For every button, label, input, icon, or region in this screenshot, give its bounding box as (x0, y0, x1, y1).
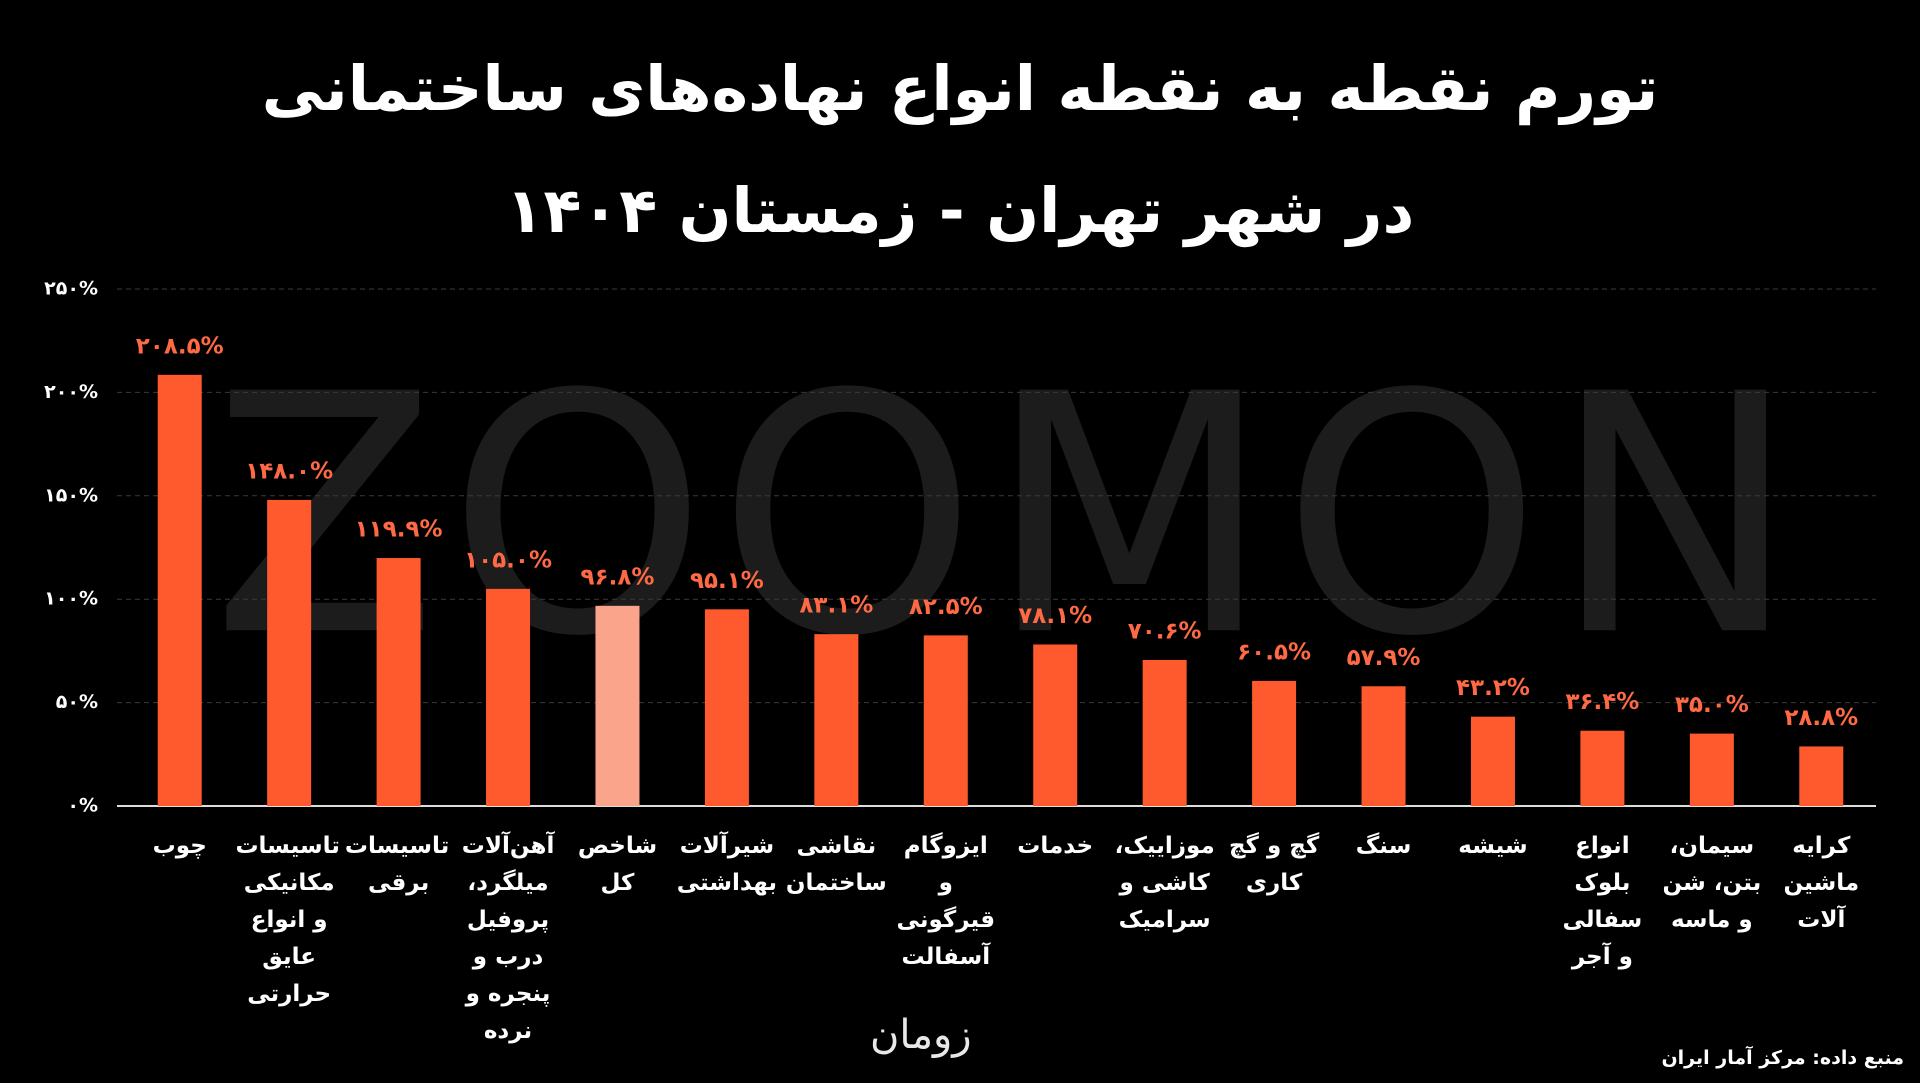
bar (486, 588, 531, 806)
x-tick-label: خدمات (1017, 833, 1094, 859)
x-tick-label: تاسیسات برقی (344, 833, 450, 896)
source-note: منبع داده: مرکز آمار ایران (1661, 1047, 1904, 1069)
bar (1361, 686, 1406, 806)
bar (1580, 730, 1625, 806)
value-label: ۲۸.۸% (1784, 705, 1858, 731)
value-label: ۴۳.۲% (1456, 675, 1530, 701)
value-label: ۵۷.۹% (1347, 645, 1421, 671)
bar (923, 635, 968, 806)
value-label: ۱۰۵.۰% (464, 547, 552, 573)
bar (1033, 644, 1078, 806)
value-label: ۱۱۹.۹% (355, 517, 443, 543)
y-tick-label: ۱۰۰% (44, 588, 98, 610)
bar (1142, 659, 1187, 806)
bar (704, 609, 749, 806)
x-tick-label: شیشه (1458, 833, 1528, 859)
bar (376, 558, 421, 806)
x-tick-label: سنگ (1355, 833, 1412, 859)
y-tick-label: ۲۵۰% (44, 278, 98, 300)
x-tick-label: موزاییک، کاشی و سرامیک (1114, 833, 1215, 933)
value-label: ۷۰.۶% (1128, 618, 1202, 644)
value-label: ۶۰.۵% (1237, 639, 1311, 665)
bar (1470, 716, 1515, 806)
x-tick-label: کرایه ماشین آلات (1783, 833, 1860, 933)
x-tick-label: آهن‌آلات میلگرد، پروفیل درب و پنجره و نر… (461, 833, 555, 1044)
x-tick-label: چوب (152, 833, 207, 859)
value-label: ۹۵.۱% (690, 568, 764, 594)
y-tick-label: ۰% (67, 795, 98, 817)
bar (814, 634, 859, 806)
logo: زومان (870, 1012, 972, 1058)
y-tick-label: ۱۵۰% (44, 484, 98, 506)
x-tick-label: نقاشی ساختمان (785, 833, 887, 896)
value-label: ۲۰۸.۵% (136, 333, 224, 359)
bar (1799, 746, 1844, 806)
value-label: ۷۸.۱% (1018, 603, 1092, 629)
value-label: ۹۶.۸% (581, 564, 655, 590)
x-tick-label: شیرآلات بهداشتی (676, 833, 778, 896)
x-tick-label: شاخص کل (577, 833, 658, 896)
x-tick-label: انواع بلوک سفالی و آجر (1562, 833, 1643, 970)
bar (595, 605, 640, 806)
bar (157, 374, 202, 806)
y-tick-label: ۲۰۰% (44, 381, 98, 403)
watermark: ZOOMON (212, 324, 1809, 708)
value-label: ۸۳.۱% (799, 593, 873, 619)
chart-title: تورم نقطه به نقطه انواع نهاده‌های ساختما… (261, 52, 1659, 247)
x-tick-label: گچ و گچ کاری (1228, 833, 1320, 896)
bar (1252, 680, 1297, 806)
x-tick-label: سیمان، بتن، شن و ماسه (1662, 833, 1762, 933)
x-tick-label: تاسیسات مکانیکی و انواع عایق حرارتی (235, 833, 340, 1007)
y-tick-label: ۵۰% (56, 691, 98, 713)
bar (267, 499, 312, 806)
x-tick-label: ایزوگام و قیرگونی آسفالت (896, 833, 996, 970)
value-label: ۱۴۸.۰% (245, 458, 333, 484)
value-label: ۳۵.۰% (1675, 692, 1749, 718)
value-label: ۸۲.۵% (909, 594, 983, 620)
bar (1689, 733, 1734, 806)
value-label: ۳۶.۴% (1565, 689, 1639, 715)
